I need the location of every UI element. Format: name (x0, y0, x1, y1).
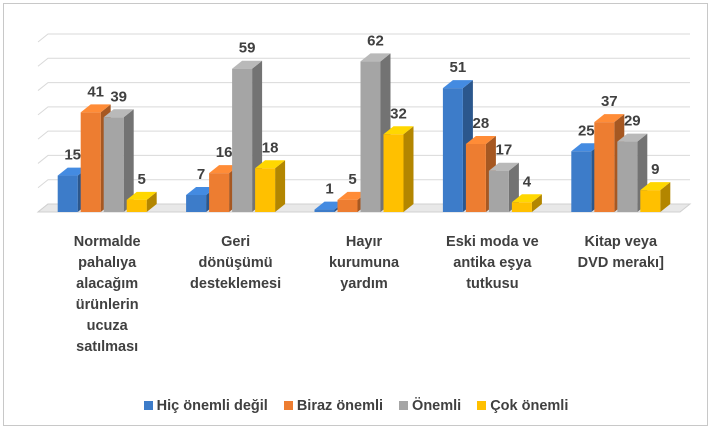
legend-item: Biraz önemli (283, 398, 384, 414)
bar-top (209, 165, 240, 174)
bar (442, 88, 463, 212)
bar-top (617, 133, 648, 142)
bar-top (126, 191, 157, 200)
data-label: 29 (624, 113, 641, 130)
bar (209, 173, 230, 212)
data-label: 5 (348, 171, 356, 188)
bar (617, 141, 638, 212)
bar-side (123, 109, 134, 212)
legend-item: Önemli (399, 398, 461, 414)
bar (337, 199, 358, 212)
legend-swatch (143, 401, 153, 410)
bar-side (531, 194, 542, 212)
data-label: 9 (651, 161, 659, 178)
x-tick-label: Kitap veya DVD merakı] (577, 234, 664, 271)
x-tick-label: Normalde pahalıya alacağım ürünlerin ucu… (73, 234, 141, 355)
data-label: 7 (197, 166, 205, 183)
legend-label: Hiç önemli değil (156, 398, 268, 414)
bar-top (640, 182, 671, 191)
bar-top (465, 136, 496, 144)
bar-top (186, 187, 217, 195)
data-label: 41 (87, 83, 104, 100)
bar (465, 144, 486, 212)
bar-top (442, 80, 473, 89)
bar-top (571, 143, 602, 152)
bar-top (80, 104, 111, 113)
data-label: 18 (262, 139, 279, 156)
bar-top (103, 109, 134, 118)
grid-line (37, 106, 690, 116)
data-label: 37 (601, 93, 618, 110)
bar (383, 134, 404, 212)
legend-swatch (477, 401, 487, 410)
bar (314, 209, 335, 212)
grid-line (37, 130, 690, 140)
bar (255, 168, 276, 212)
data-label: 62 (367, 32, 384, 49)
bar (126, 199, 147, 212)
legend-swatch (283, 401, 293, 410)
data-label: 39 (110, 88, 127, 105)
data-label: 5 (138, 171, 146, 188)
bar (511, 202, 532, 212)
legend-item: Çok önemli (477, 398, 568, 414)
bar (488, 170, 509, 212)
data-label: 16 (216, 144, 233, 161)
data-label: 1 (325, 181, 333, 198)
legend-label: Çok önemli (490, 398, 569, 414)
bar-top (232, 60, 263, 69)
bar (640, 190, 661, 212)
data-label: 59 (239, 40, 256, 57)
data-label: 28 (473, 115, 490, 132)
bar (232, 68, 253, 212)
grid-line (37, 33, 690, 43)
bar-top (57, 167, 88, 176)
grid-line (37, 82, 690, 91)
bar (360, 61, 381, 212)
bar-top (314, 201, 345, 210)
legend-swatch (399, 401, 409, 410)
data-label: 32 (390, 105, 407, 122)
bar-top (383, 126, 414, 135)
x-tick-label: Eski moda ve antika eşya tutkusu (446, 234, 539, 292)
bar-side (403, 126, 414, 212)
data-label: 51 (450, 59, 467, 76)
bar (571, 151, 592, 212)
data-label: 4 (523, 173, 532, 190)
x-tick-label: Hayır kurumuna yardım (328, 234, 400, 292)
data-label: 15 (64, 147, 81, 164)
bar-side (660, 182, 671, 212)
data-label: 25 (578, 122, 595, 139)
bar-top (511, 194, 542, 203)
bar-side (146, 191, 157, 212)
bar (103, 117, 124, 212)
legend: Hiç önemli değil Biraz önemli Önemli Çok ön… (0, 398, 712, 414)
legend-label: Biraz önemli (296, 398, 384, 414)
grid-line (37, 57, 690, 67)
legend-item: Hiç önemli değil (143, 398, 268, 414)
x-tick-label: Geri dönüşümü desteklemesi (190, 234, 282, 292)
bar-top (360, 53, 391, 62)
bar-top (337, 191, 368, 200)
data-label: 17 (496, 142, 513, 159)
bar-top (594, 114, 625, 123)
bar (186, 195, 207, 212)
legend-label: Önemli (412, 398, 462, 414)
bar-top (488, 162, 519, 171)
bar (594, 122, 615, 212)
border (3, 3, 708, 426)
bar (57, 175, 78, 212)
bar-side (275, 160, 286, 212)
bar-top (255, 160, 286, 169)
bar (80, 112, 101, 212)
